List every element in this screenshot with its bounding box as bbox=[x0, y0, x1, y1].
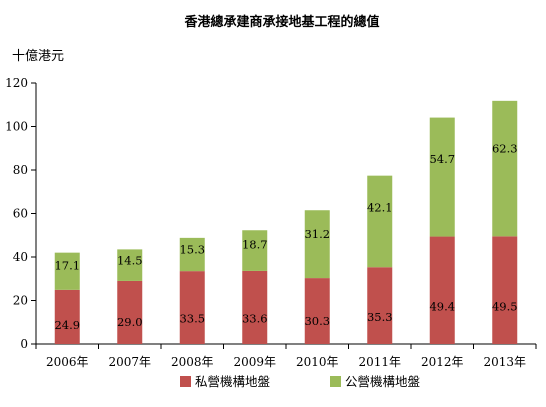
data-label: 31.2 bbox=[304, 227, 330, 241]
data-label: 54.7 bbox=[429, 152, 455, 166]
data-label: 17.1 bbox=[54, 259, 80, 273]
y-tick-label: 0 bbox=[20, 337, 28, 351]
data-label: 33.6 bbox=[242, 311, 268, 325]
x-tick-label: 2012年 bbox=[421, 355, 464, 369]
x-tick-label: 2009年 bbox=[233, 355, 276, 369]
bar-segment-public bbox=[304, 210, 330, 279]
data-label: 49.4 bbox=[429, 299, 455, 313]
x-tick-label: 2006年 bbox=[46, 355, 89, 369]
x-tick-label: 2011年 bbox=[358, 355, 401, 369]
bar-segment-public bbox=[242, 230, 268, 271]
legend-label: 私營機構地盤 bbox=[195, 374, 271, 389]
data-label: 18.7 bbox=[242, 237, 268, 251]
x-axis: 2006年 2007年 2008年 2009年 2010年 2011年 2012年 2013年 bbox=[35, 343, 537, 369]
data-label: 15.3 bbox=[179, 243, 205, 257]
bar-segment-public bbox=[117, 249, 143, 281]
y-tick-label: 80 bbox=[13, 163, 28, 177]
data-label: 30.3 bbox=[304, 314, 330, 328]
bars: 24.9 17.1 29.0 14.5 33.5 15.3 33.6 18.7 30.3 31.2… bbox=[54, 100, 518, 344]
legend: 私營機構地盤 公營機構地盤 bbox=[180, 374, 421, 389]
bar-segment-private bbox=[367, 267, 393, 344]
chart-title: 香港總承建商承接地基工程的總值 bbox=[183, 14, 379, 30]
bar-segment-private bbox=[117, 280, 143, 344]
bar-segment-public bbox=[492, 100, 518, 237]
legend-label: 公營機構地盤 bbox=[345, 374, 421, 389]
bar-segment-private bbox=[179, 271, 205, 344]
y-axis: 0 20 40 60 80 100 120 bbox=[5, 76, 37, 351]
bar-segment-public bbox=[54, 252, 80, 290]
x-tick-label: 2013年 bbox=[483, 355, 526, 369]
data-label: 62.3 bbox=[492, 141, 518, 155]
bar-segment-private bbox=[429, 236, 455, 344]
bar-segment-public bbox=[367, 175, 393, 268]
bar-segment-private bbox=[242, 270, 268, 344]
data-label: 49.5 bbox=[492, 299, 518, 313]
bar-segment-public bbox=[179, 237, 205, 272]
data-label: 42.1 bbox=[367, 201, 393, 215]
legend-swatch bbox=[180, 376, 191, 387]
bar-segment-private bbox=[304, 278, 330, 344]
y-axis-label: 十億港元 bbox=[12, 48, 64, 64]
data-label: 33.5 bbox=[179, 311, 205, 325]
x-tick-label: 2010年 bbox=[296, 355, 339, 369]
bar-segment-private bbox=[54, 289, 80, 344]
x-tick-label: 2007年 bbox=[108, 355, 151, 369]
bar-segment-public bbox=[429, 117, 455, 237]
y-tick-label: 60 bbox=[13, 207, 28, 221]
data-label: 29.0 bbox=[117, 315, 143, 329]
y-tick-label: 20 bbox=[13, 294, 28, 308]
legend-swatch bbox=[330, 376, 341, 387]
data-label: 14.5 bbox=[117, 253, 143, 267]
y-tick-label: 100 bbox=[5, 120, 28, 134]
data-label: 24.9 bbox=[54, 318, 80, 332]
y-tick-label: 40 bbox=[13, 250, 28, 264]
y-tick-label: 120 bbox=[5, 76, 28, 90]
bar-segment-private bbox=[492, 236, 518, 344]
data-label: 35.3 bbox=[367, 310, 393, 324]
x-tick-label: 2008年 bbox=[171, 355, 214, 369]
